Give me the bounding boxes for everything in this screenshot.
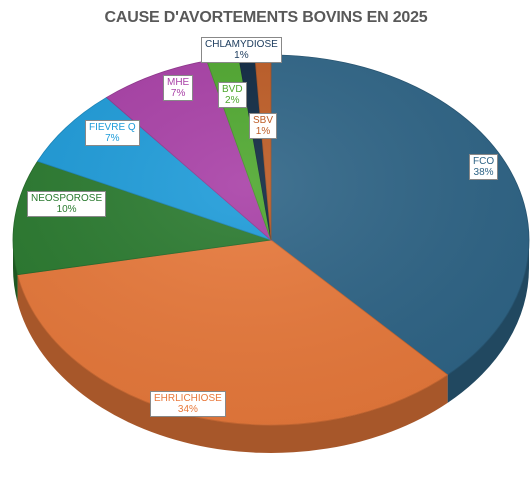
data-label-percent: 7% (170, 88, 186, 99)
data-label-percent: 1% (234, 50, 249, 61)
data-label-bvd: BVD 2% (218, 82, 247, 108)
data-label-percent: 10% (56, 204, 77, 215)
data-label-sbv: SBV 1% (249, 113, 278, 139)
data-label-name: FIEVRE Q (89, 122, 136, 133)
data-label-percent: 1% (255, 126, 271, 137)
data-label-name: EHRLICHIOSE (154, 393, 222, 404)
data-label-name: MHE (167, 77, 190, 88)
data-label-fco: FCO 38% (469, 154, 499, 180)
data-label-percent: 38% (473, 167, 494, 178)
slice-side-neosporose (13, 240, 18, 303)
data-label-name: SBV (253, 115, 274, 126)
data-label-percent: 34% (177, 404, 198, 415)
slice-side-ehrlichiose (17, 274, 448, 453)
data-label-mhe: MHE 7% (163, 75, 194, 101)
data-label-chlamydiose: CHLAMYDIOSE 1% (201, 37, 282, 63)
data-label-name: NEOSPOROSE (31, 193, 103, 204)
pie-top (12, 54, 530, 426)
data-label-name: BVD (222, 84, 243, 95)
data-label-percent: 7% (105, 133, 120, 144)
data-label-percent: 2% (225, 95, 240, 106)
data-label-ehrlichiose: EHRLICHIOSE 34% (150, 391, 226, 417)
slice-side-fco (447, 240, 529, 403)
pie-sides (13, 240, 529, 453)
data-label-name: CHLAMYDIOSE (205, 39, 278, 50)
data-label-neosporose: NEOSPOROSE 10% (27, 191, 107, 217)
data-label-name: FCO (473, 156, 495, 167)
chart-title: CAUSE D'AVORTEMENTS BOVINS EN 2025 (104, 9, 428, 26)
data-label-fievre-q: FIEVRE Q 7% (85, 120, 140, 146)
pie-sheen (13, 55, 529, 425)
